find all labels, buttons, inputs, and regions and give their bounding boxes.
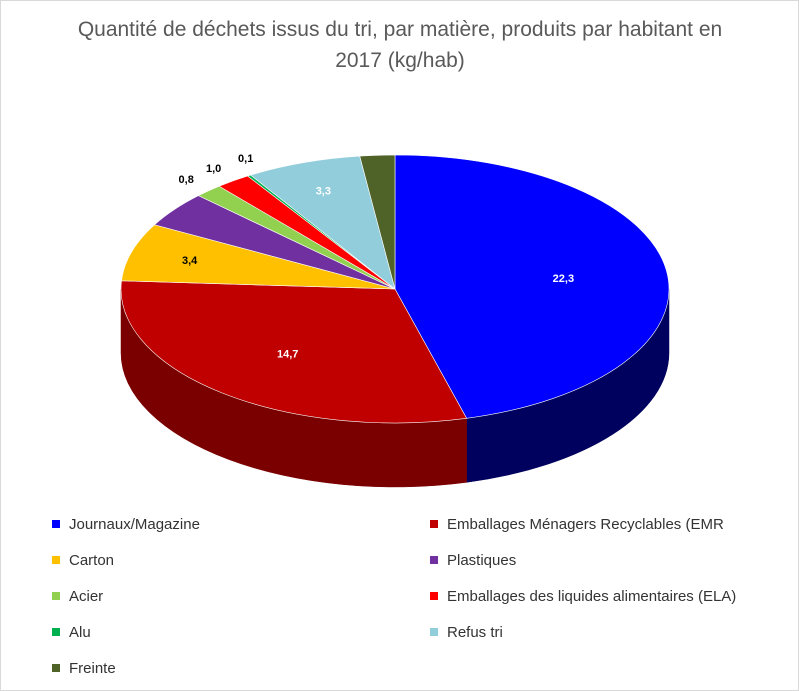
legend-item-5: Emballages des liquides alimentaires (EL… [430, 586, 736, 606]
data-label-8: 1,0 [368, 134, 383, 146]
data-labels: 22,3 14,7 3,4 2,1 0,8 1,0 0,1 3,3 1,0 [140, 134, 574, 360]
pie-slice-1 [120, 280, 468, 424]
chart-title: Quantité de déchets issus du tri, par ma… [77, 18, 723, 72]
legend-label-3: Plastiques [447, 551, 517, 569]
legend-swatch-1 [430, 520, 438, 528]
pie-slices [120, 154, 670, 424]
legend-label-4: Acier [69, 587, 104, 605]
legend-label-6: Alu [69, 623, 91, 641]
legend-swatch-4 [52, 592, 60, 600]
data-label-5: 1,0 [206, 163, 221, 175]
legend-swatch-6 [52, 628, 60, 636]
legend-item-2: Carton [52, 550, 114, 570]
legend-swatch-0 [52, 520, 60, 528]
data-label-1: 14,7 [277, 348, 298, 360]
pie-slice-8 [359, 154, 396, 290]
legend-swatch-2 [52, 556, 60, 564]
pie-chart: 22,3 14,7 3,4 2,1 0,8 1,0 0,1 3,3 1,0 [120, 134, 670, 488]
data-label-4: 0,8 [179, 174, 194, 186]
legend-item-4: Acier [52, 586, 103, 606]
pie-slice-2 [121, 224, 396, 290]
data-label-2: 3,4 [182, 255, 198, 267]
legend-item-7: Refus tri [430, 622, 503, 642]
legend-label-7: Refus tri [447, 623, 503, 641]
data-label-0: 22,3 [553, 273, 574, 285]
legend-item-3: Plastiques [430, 550, 516, 570]
legend-swatch-7 [430, 628, 438, 636]
legend-item-8: Freinte [52, 658, 116, 678]
legend-swatch-3 [430, 556, 438, 564]
legend-item-6: Alu [52, 622, 91, 642]
pie-slice-0 [394, 154, 670, 419]
data-label-6: 0,1 [238, 153, 253, 165]
legend-label-2: Carton [69, 551, 115, 569]
legend-label-5: Emballages des liquides alimentaires (EL… [447, 587, 737, 605]
legend-label-0: Journaux/Magazine [69, 515, 200, 533]
chart-legend: Journaux/Magazine Emballages Ménagers Rec… [0, 510, 799, 685]
legend-swatch-8 [52, 664, 60, 672]
legend-label-8: Freinte [69, 659, 116, 677]
legend-item-0: Journaux/Magazine [52, 514, 200, 534]
legend-swatch-5 [430, 592, 438, 600]
legend-label-1: Emballages Ménagers Recyclables (EMR [447, 515, 724, 533]
pie-slice-7 [250, 155, 396, 290]
data-label-7: 3,3 [316, 186, 331, 198]
data-label-3: 2,1 [140, 195, 155, 207]
legend-item-1: Emballages Ménagers Recyclables (EMR [430, 514, 724, 534]
